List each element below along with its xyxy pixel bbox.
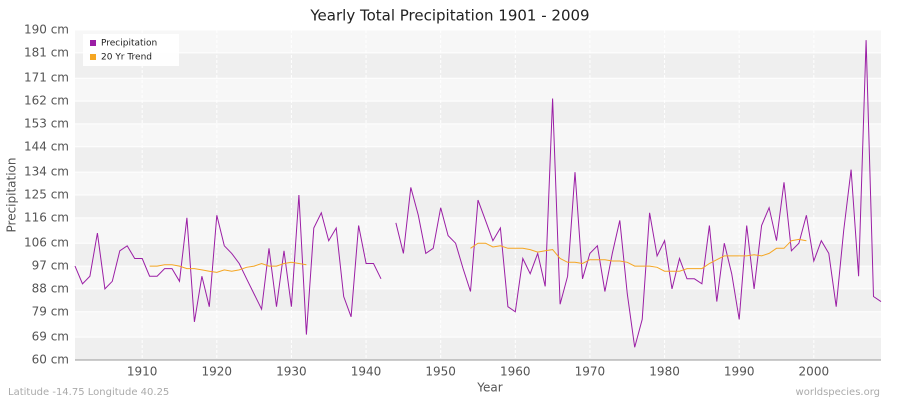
y-tick-label: 125 cm [24,188,69,202]
x-tick-label: 1960 [500,365,531,379]
y-tick-label: 190 cm [24,23,69,37]
legend-label: Precipitation [101,39,157,49]
x-tick-label: 1940 [351,365,382,379]
y-tick-label: 88 cm [32,281,69,295]
grid-band [75,52,881,79]
y-tick-label: 153 cm [24,116,69,130]
y-tick-label: 134 cm [24,165,69,179]
y-axis-label: Precipitation [5,157,19,232]
x-axis-label: Year [476,381,502,395]
grid-band [75,243,881,267]
x-tick-label: 1990 [724,365,755,379]
y-tick-label: 79 cm [32,304,69,318]
y-tick-label: 171 cm [24,71,69,85]
legend-swatch [90,40,96,46]
grid-band [75,101,881,124]
data-line [74,40,882,348]
x-tick-label: 1970 [575,365,606,379]
legend-label: 20 Yr Trend [101,53,152,63]
y-tick-label: 106 cm [24,236,69,250]
grid-band [75,146,881,173]
footer-left: Latitude -14.75 Longitude 40.25 [8,387,169,398]
footer-right: worldspecies.org [796,387,880,398]
y-tick-label: 97 cm [32,259,69,273]
data-line [149,238,807,273]
x-tick-label: 1980 [649,365,680,379]
y-tick-label: 181 cm [24,45,69,59]
grid-band [75,195,881,218]
grid-band [75,337,881,360]
grid-band [75,288,881,312]
y-tick-label: 162 cm [24,94,69,108]
y-tick-label: 69 cm [32,330,69,344]
legend-swatch [90,54,96,60]
chart-title: Yearly Total Precipitation 1901 - 2009 [309,7,589,25]
y-tick-label: 144 cm [24,139,69,153]
x-tick-label: 1930 [276,365,307,379]
x-tick-label: 1920 [202,365,233,379]
y-tick-label: 116 cm [24,210,69,224]
y-tick-label: 60 cm [32,353,69,367]
x-tick-label: 2000 [799,365,830,379]
x-tick-label: 1910 [127,365,158,379]
x-tick-label: 1950 [425,365,456,379]
legend-box [83,34,179,66]
